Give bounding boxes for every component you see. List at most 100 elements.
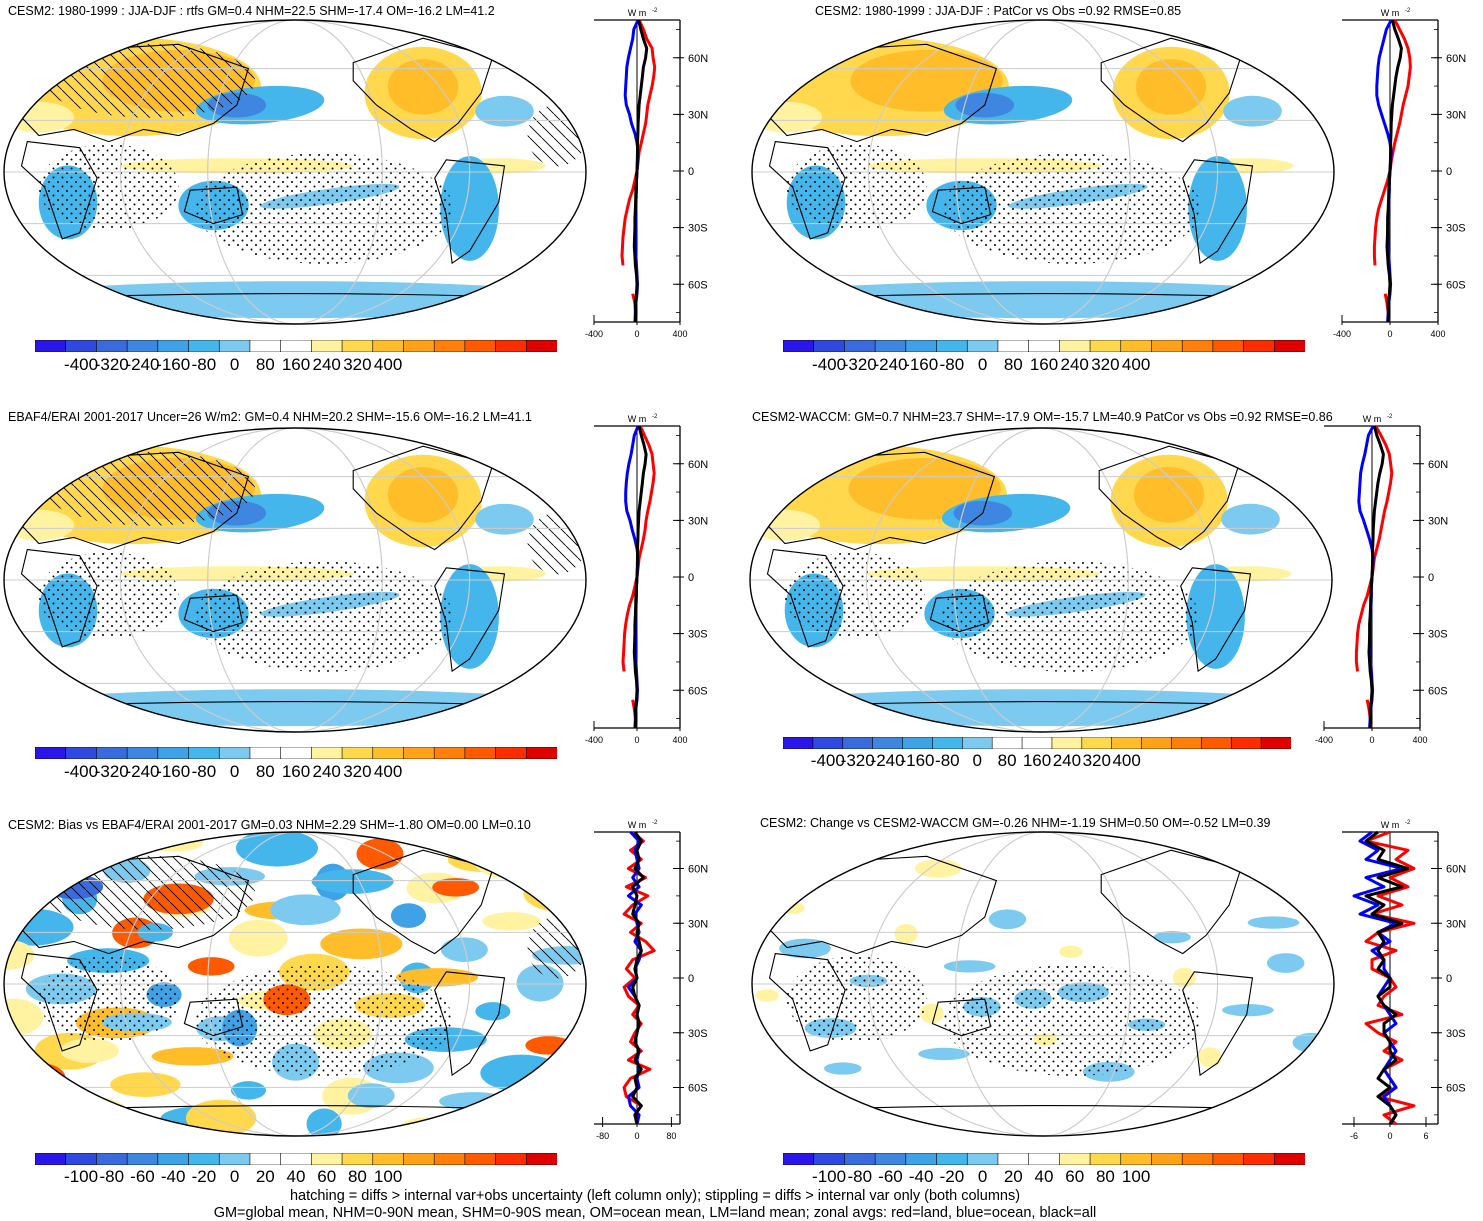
colorbar-swatch bbox=[188, 746, 221, 760]
colorbar-tick-labels: -400 -320 -240 -160 -80 0 80 160 240 320 400 bbox=[783, 751, 1291, 773]
colorbar-tick-label: -40 bbox=[160, 1167, 186, 1186]
colorbar-tick-label: 80 bbox=[255, 762, 275, 781]
colorbar-swatch bbox=[403, 339, 435, 353]
change-anomaly-patch bbox=[1153, 931, 1191, 944]
colorbar-swatch bbox=[844, 1152, 876, 1166]
map-panel bbox=[748, 426, 1334, 734]
colorbar-tick-label: -240 bbox=[873, 355, 908, 374]
zonal-mean-plot: W m -2 60N 30N 0 30S 60S -6 0 6 bbox=[1328, 818, 1478, 1148]
zonal-all-line bbox=[1364, 830, 1410, 1125]
colorbar-tick-label: -80 bbox=[99, 1167, 125, 1186]
north-america-outline bbox=[352, 445, 494, 551]
colorbar-swatch bbox=[495, 1152, 528, 1166]
graticule bbox=[752, 832, 1334, 1136]
zonal-units-exponent: -2 bbox=[652, 414, 658, 420]
colorbar-tick-label: -160 bbox=[156, 762, 191, 781]
zonal-units-exponent: -2 bbox=[652, 8, 658, 14]
change-anomaly-patch bbox=[918, 1047, 970, 1061]
bias-anomaly-patch bbox=[525, 1036, 573, 1055]
north-america-core-anomaly bbox=[1133, 467, 1205, 523]
change-anomaly-patch bbox=[1266, 953, 1305, 973]
colorbar-tick-label: -40 bbox=[908, 1167, 934, 1186]
stippling-region bbox=[784, 552, 926, 639]
colorbar-tick-labels: -100 -80 -60 -40 -20 0 20 40 60 80 100 bbox=[783, 1167, 1305, 1189]
colorbar-swatch bbox=[905, 1152, 938, 1166]
australia-outline bbox=[183, 594, 244, 633]
bias-anomaly-patch bbox=[4, 856, 22, 875]
change-anomaly-patch bbox=[920, 1003, 944, 1024]
colorbar-tick-label: 320 bbox=[343, 355, 372, 374]
zonal-lat-tick-label: 0 bbox=[1446, 973, 1452, 985]
zonal-lat-tick-label: 60N bbox=[1446, 864, 1466, 876]
colorbar-swatch bbox=[844, 339, 876, 353]
zonal-lat-tick-label: 30S bbox=[1428, 629, 1448, 641]
colorbar-swatch bbox=[966, 1152, 999, 1166]
colorbar-swatch bbox=[525, 1152, 558, 1166]
change-anomaly-patch bbox=[824, 1062, 862, 1075]
change-anomaly-patch bbox=[779, 938, 831, 959]
colorbar-tick-label: 240 bbox=[1052, 751, 1082, 770]
colorbar-tick-label: -400 bbox=[810, 751, 845, 770]
north-america-outline bbox=[1100, 849, 1242, 955]
zonal-lat-tick-label: 30N bbox=[1446, 109, 1466, 121]
colorbar-swatch bbox=[372, 1152, 405, 1166]
colorbar-tick-label: -60 bbox=[878, 1167, 903, 1186]
zonal-all-line bbox=[1367, 425, 1385, 729]
change-anomaly-patch bbox=[1172, 967, 1197, 988]
bias-anomaly-patch bbox=[320, 928, 403, 960]
colorbar-tick-label: 60 bbox=[1065, 1167, 1085, 1186]
zonal-lat-tick-label: 30S bbox=[688, 1028, 708, 1040]
colorbar-swatch bbox=[280, 1152, 313, 1166]
australia-outline bbox=[931, 998, 992, 1037]
bias-anomaly-patch bbox=[235, 832, 318, 867]
colorbar-swatch bbox=[1212, 1152, 1245, 1166]
colorbar-swatch bbox=[997, 339, 1030, 353]
colorbar-swatch bbox=[1059, 339, 1091, 353]
colorbar-swatch bbox=[1181, 339, 1214, 353]
colorbar-swatch bbox=[874, 339, 907, 353]
zonal-lat-tick-label: 30N bbox=[688, 918, 708, 930]
colorbar-tick-label: -80 bbox=[935, 751, 960, 770]
bias-anomaly-patch bbox=[390, 903, 427, 928]
zonal-units-label: W m bbox=[628, 8, 647, 18]
colorbar-swatch bbox=[1243, 1152, 1276, 1166]
colorbar-tick-label: 100 bbox=[373, 1167, 403, 1186]
bias-anomaly-patch bbox=[60, 1038, 119, 1063]
bias-anomaly-patch bbox=[480, 1054, 563, 1092]
map-border bbox=[751, 19, 1335, 325]
zonal-lat-tick-label: 30S bbox=[688, 223, 708, 235]
bias-anomaly-patch bbox=[347, 1083, 395, 1108]
africa-outline bbox=[768, 140, 846, 240]
colorbar-swatch bbox=[1212, 339, 1245, 353]
antarctic-band bbox=[750, 689, 1332, 727]
zonal-units-label: W m bbox=[1363, 414, 1382, 424]
panel-title: CESM2: Bias vs EBAF4/ERAI 2001-2017 GM=0… bbox=[8, 818, 531, 832]
colorbar-swatch bbox=[936, 1152, 969, 1166]
colorbar-swatch bbox=[1081, 736, 1113, 750]
colorbar bbox=[34, 746, 558, 760]
zonal-lat-tick-label: 60N bbox=[1428, 459, 1448, 471]
zonal-units-exponent: -2 bbox=[1405, 820, 1411, 826]
zonal-land-line bbox=[622, 830, 656, 1125]
south-america-outline bbox=[1180, 567, 1252, 673]
graticule bbox=[750, 428, 1332, 732]
colorbar-swatch bbox=[34, 746, 67, 760]
colorbar-tick-label: -400 bbox=[812, 355, 847, 374]
colorbar-tick-label: -400 bbox=[64, 355, 99, 374]
zonal-x-tick-label: 0 bbox=[1387, 1131, 1392, 1141]
colorbar-tick-label: -400 bbox=[64, 762, 99, 781]
graticule bbox=[4, 832, 586, 1136]
zonal-all-line bbox=[631, 831, 645, 1125]
colorbar-swatch bbox=[34, 1152, 67, 1166]
colorbar-tick-labels: -400 -320 -240 -160 -80 0 80 160 240 320 400 bbox=[35, 762, 557, 784]
colorbar-swatch bbox=[1141, 736, 1173, 750]
colorbar-tick-label: 0 bbox=[229, 1167, 240, 1186]
colorbar-swatch bbox=[1111, 736, 1143, 750]
eurasia-outline bbox=[15, 855, 250, 955]
colorbar-swatch bbox=[126, 339, 159, 353]
panel-title: CESM2: 1980-1999 : JJA-DJF : rtfs GM=0.4… bbox=[8, 4, 495, 18]
bias-anomaly-patch bbox=[4, 998, 44, 1036]
zonal-lat-tick-label: 60S bbox=[1446, 279, 1466, 291]
colorbar-swatch bbox=[157, 746, 190, 760]
zonal-lat-tick-label: 0 bbox=[688, 166, 694, 178]
